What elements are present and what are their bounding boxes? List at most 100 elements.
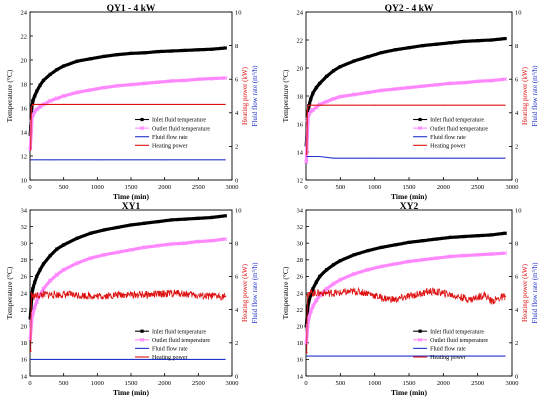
chart-title: XY2	[400, 202, 419, 212]
data-point	[504, 104, 506, 106]
data-point	[48, 254, 52, 258]
data-point	[306, 355, 308, 357]
data-point	[339, 292, 342, 294]
y-tick-label: 32	[21, 224, 28, 231]
data-point	[476, 234, 480, 238]
data-point	[365, 90, 370, 95]
y-tick-label: 28	[21, 257, 28, 264]
data-point	[307, 299, 311, 303]
data-point	[128, 247, 134, 252]
data-point	[35, 89, 39, 93]
y-tick-label: 22	[21, 33, 28, 40]
series-heating-power	[30, 103, 226, 151]
y2-axis-label: Heating power (kW)	[521, 263, 529, 322]
data-point	[379, 88, 384, 93]
data-point	[475, 79, 480, 84]
data-point	[352, 59, 356, 63]
legend-label: Fluid flow rate	[152, 346, 188, 353]
data-point	[442, 104, 444, 106]
data-point	[379, 245, 384, 249]
legend-marker	[418, 117, 422, 122]
y2-tick-label: 10	[235, 207, 242, 214]
data-point	[62, 243, 66, 247]
y-tick-label: 12	[21, 153, 28, 160]
x-tick-label: 0	[304, 380, 307, 387]
y2-tick-label: 0	[235, 373, 238, 380]
data-point	[311, 287, 315, 291]
data-point	[379, 51, 384, 55]
data-point	[393, 48, 397, 52]
legend-label: Outlet fluid temperature	[152, 337, 210, 344]
data-point	[30, 159, 32, 161]
y-tick-label: 14	[297, 373, 304, 380]
y-tick-label: 20	[297, 65, 304, 72]
data-point	[209, 238, 214, 243]
data-point	[324, 286, 329, 291]
series-inlet-fluid-temperature	[304, 37, 507, 147]
data-point	[448, 41, 452, 45]
data-point	[49, 103, 51, 105]
legend-marker	[418, 126, 423, 131]
y2-tick-label: 6	[515, 77, 519, 84]
x-tick-label: 1500	[125, 184, 138, 191]
legend-label: Fluid flow rate	[430, 346, 466, 353]
legend-label: Inlet fluid temperature	[152, 328, 206, 335]
chart-title: QY2 - 4 kW	[385, 4, 434, 14]
data-point	[224, 159, 226, 161]
data-point	[406, 85, 412, 90]
data-point	[331, 96, 336, 101]
data-point	[156, 220, 160, 224]
data-point	[115, 83, 120, 88]
data-point	[54, 272, 60, 277]
data-point	[421, 292, 424, 294]
y2-tick-label: 4	[515, 307, 519, 314]
series-inlet-fluid-temperature	[28, 214, 227, 320]
data-point	[169, 241, 174, 247]
data-point	[442, 157, 444, 159]
x-tick-label: 3000	[226, 184, 239, 191]
data-point	[96, 103, 98, 105]
x-tick-label: 2500	[192, 184, 205, 191]
chart-title: QY1 - 4 kW	[107, 4, 156, 14]
data-point	[164, 159, 166, 161]
data-point	[326, 104, 328, 106]
y2-axis-label: Heating power (kW)	[241, 263, 249, 322]
data-point	[394, 298, 397, 301]
data-point	[33, 94, 37, 98]
data-point	[75, 261, 80, 266]
data-point	[223, 236, 228, 242]
data-point	[434, 256, 439, 261]
legend-label: Outlet fluid temperature	[152, 125, 210, 132]
legend-label: Heating power	[152, 144, 188, 150]
y2-tick-label: 8	[515, 43, 518, 50]
data-point	[183, 217, 187, 221]
data-point	[307, 292, 310, 294]
series-heating-power	[306, 104, 506, 156]
y-tick-label: 18	[21, 81, 28, 88]
data-point	[123, 293, 126, 296]
data-point	[54, 96, 60, 101]
data-point	[177, 292, 180, 294]
data-point	[331, 281, 336, 286]
legend-label: Heating power	[152, 355, 188, 361]
x-tick-label: 0	[28, 184, 31, 191]
data-point	[379, 264, 384, 269]
y-tick-label: 10	[21, 177, 28, 184]
legend-marker	[418, 329, 422, 333]
data-point	[306, 155, 308, 157]
data-point	[75, 236, 79, 240]
data-point	[489, 233, 493, 237]
legend-marker	[140, 117, 144, 122]
data-point	[31, 105, 33, 107]
data-point	[306, 108, 308, 110]
data-point	[204, 295, 206, 298]
data-point	[456, 295, 458, 298]
data-point	[223, 46, 227, 50]
data-point	[448, 254, 453, 259]
x-tick-label: 1500	[403, 184, 416, 191]
x-tick-label: 3000	[506, 380, 519, 387]
data-point	[210, 215, 214, 220]
data-point	[150, 293, 153, 296]
data-point	[42, 293, 45, 296]
